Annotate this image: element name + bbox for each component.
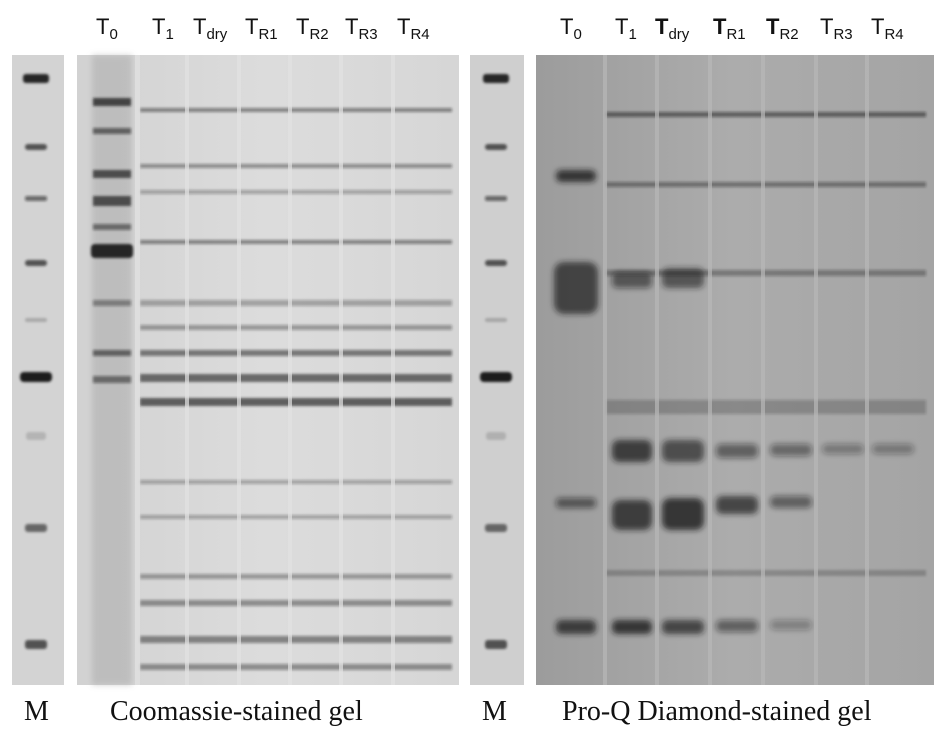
marker-lane-left	[12, 55, 64, 685]
proq-gel	[536, 55, 934, 685]
coomassie-lane-label-tr1: TR1	[245, 14, 278, 43]
coomassie-lane-label-t1: T1	[152, 14, 174, 43]
coomassie-lane-label-tr4: TR4	[397, 14, 430, 43]
coomassie-caption: Coomassie-stained gel	[110, 696, 363, 727]
proq-lane-label-t1: T1	[615, 14, 637, 43]
proq-lane-label-tr1: TR1	[713, 14, 746, 43]
coomassie-lane-label-tdry: Tdry	[193, 14, 228, 43]
marker-label-left: M	[24, 696, 49, 727]
marker-lane-right	[470, 55, 524, 685]
proq-lane-label-tr3: TR3	[820, 14, 853, 43]
proq-lane-label-tdry: Tdry	[655, 14, 690, 43]
proq-caption: Pro-Q Diamond-stained gel	[562, 696, 872, 727]
proq-lane-label-tr4: TR4	[871, 14, 904, 43]
coomassie-gel	[77, 55, 459, 685]
proq-lane-label-tr2: TR2	[766, 14, 799, 43]
coomassie-lane-label-tr3: TR3	[345, 14, 378, 43]
coomassie-lane-label-t0: T0	[96, 14, 118, 43]
marker-label-right: M	[482, 696, 507, 727]
coomassie-lane-label-tr2: TR2	[296, 14, 329, 43]
proq-lane-label-t0: T0	[560, 14, 582, 43]
